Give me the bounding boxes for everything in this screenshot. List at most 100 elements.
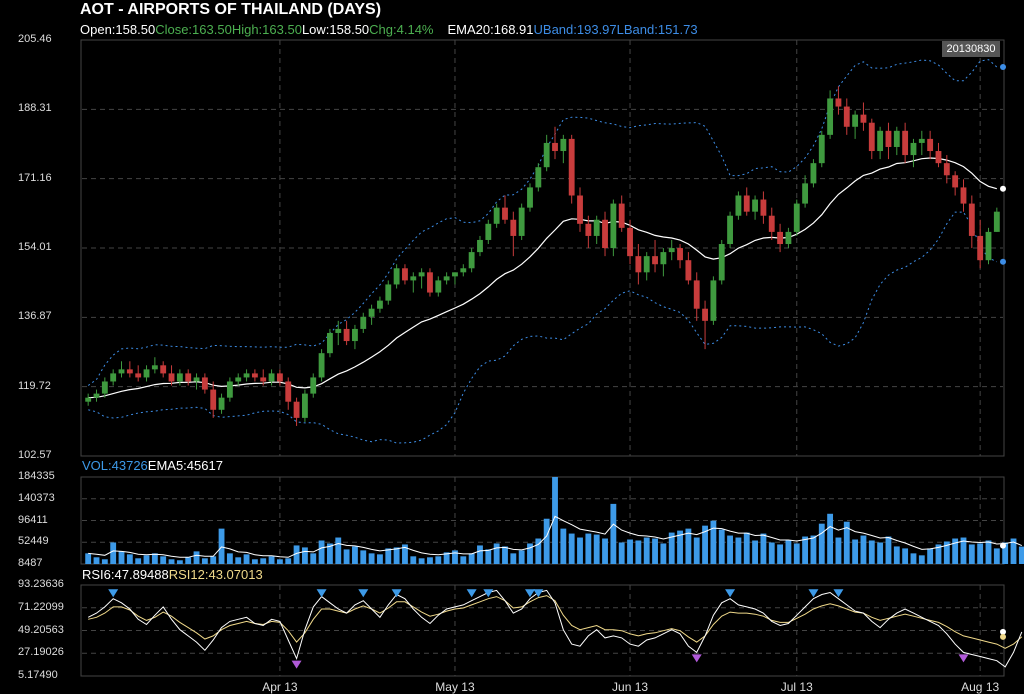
volume-bar (727, 535, 733, 564)
high-value: High:163.50 (231, 22, 302, 37)
chart-title: AOT - AIRPORTS OF THAILAND (DAYS) (80, 1, 382, 18)
volume-bar (402, 544, 408, 564)
volume-ema-line (88, 515, 1022, 558)
candle-body (360, 316, 367, 329)
volume-bar (418, 558, 425, 564)
volume-bar (85, 553, 92, 564)
volume-bar (810, 535, 817, 564)
candle-body (410, 276, 417, 281)
volume-bar (668, 532, 675, 564)
y-tick-label: 154.01 (18, 241, 52, 253)
volume-bar (818, 523, 825, 564)
volume-bar (143, 555, 150, 564)
candle-body (352, 328, 358, 342)
candle-body (593, 219, 600, 236)
volume-bar (968, 544, 975, 564)
volume-bar (135, 558, 142, 564)
candle-body (493, 207, 500, 224)
volume-bar (827, 513, 834, 564)
candle-body (193, 377, 200, 382)
candle-body (677, 248, 683, 261)
open-value: Open:158.50 (80, 22, 156, 37)
candle-body (385, 284, 392, 301)
rsi-panel (87, 589, 1023, 669)
candle-body (543, 142, 550, 168)
candle-body (702, 308, 708, 321)
volume-bar (1002, 542, 1009, 564)
candle-body (810, 163, 817, 184)
volume-bar (201, 558, 208, 564)
volume-bar (427, 557, 433, 564)
candle-body (835, 98, 842, 107)
candle-body (185, 373, 192, 382)
candle-body (260, 377, 267, 382)
x-tick-label: Apr 13 (262, 680, 298, 694)
volume-bar (843, 521, 850, 564)
volume-bar (126, 554, 133, 564)
low-value: Low:158.50 (301, 22, 370, 37)
candle-body (993, 211, 1000, 232)
volume-value: VOL:43726 (82, 458, 148, 473)
volume-bar (560, 528, 567, 564)
volume-bar (835, 537, 842, 564)
candle-body (210, 389, 217, 410)
overbought-marker-icon (108, 589, 119, 598)
upper-band-endpoint (1000, 63, 1006, 70)
candle-body (877, 130, 884, 152)
y-tick-label: 140373 (18, 491, 55, 504)
candle-body (301, 393, 308, 418)
volume-bar (176, 560, 183, 564)
volume-bar (468, 553, 475, 564)
candle-body (460, 268, 467, 273)
volume-bar (301, 547, 308, 564)
volume-bar (977, 543, 984, 564)
candle-body (168, 373, 175, 382)
volume-bar (118, 551, 125, 564)
volume-bar (635, 540, 642, 564)
candle-body (652, 256, 658, 265)
candle-body (660, 252, 667, 265)
candle-body (235, 377, 242, 382)
volume-bar (577, 537, 583, 564)
y-tick-label: 49.20563 (18, 623, 64, 636)
volume-bar (101, 559, 108, 564)
volume-bar (935, 544, 942, 564)
volume-bar (602, 538, 608, 564)
candle-body (960, 187, 967, 204)
volume-bar (1018, 546, 1024, 564)
candle-body (918, 138, 925, 143)
volume-bar (377, 554, 383, 564)
candle-body (793, 203, 800, 232)
candle-body (368, 308, 375, 317)
volume-bar (918, 555, 925, 564)
candle-body (693, 280, 700, 309)
volume-bar (502, 546, 508, 564)
x-tick-label: Jun 13 (612, 680, 649, 694)
volume-bar (335, 537, 342, 564)
candle-body (85, 397, 92, 402)
candle-body (610, 203, 617, 249)
candle-body (802, 183, 809, 204)
candle-body (418, 272, 425, 277)
volume-bar (993, 548, 1000, 564)
candle-body (868, 122, 875, 152)
volume-bar (718, 529, 725, 564)
volume-bar (593, 534, 600, 564)
overbought-marker-icon (358, 589, 369, 598)
rsi-readout: RSI6:47.89488RSI12:43.07013 (82, 567, 263, 582)
volume-bar (710, 520, 717, 564)
volume-bar (151, 553, 158, 564)
candle-body (176, 373, 183, 382)
candle-body (743, 195, 750, 212)
volume-bar (927, 548, 934, 564)
volume-bar (510, 553, 517, 564)
candle-body (710, 280, 717, 321)
volume-bar (251, 559, 258, 564)
candle-body (518, 207, 525, 236)
candle-body (927, 138, 934, 152)
y-tick-label: 52449 (18, 535, 49, 548)
candle-body (468, 252, 475, 269)
volume-panel (85, 477, 1024, 564)
candle-body (852, 114, 859, 127)
